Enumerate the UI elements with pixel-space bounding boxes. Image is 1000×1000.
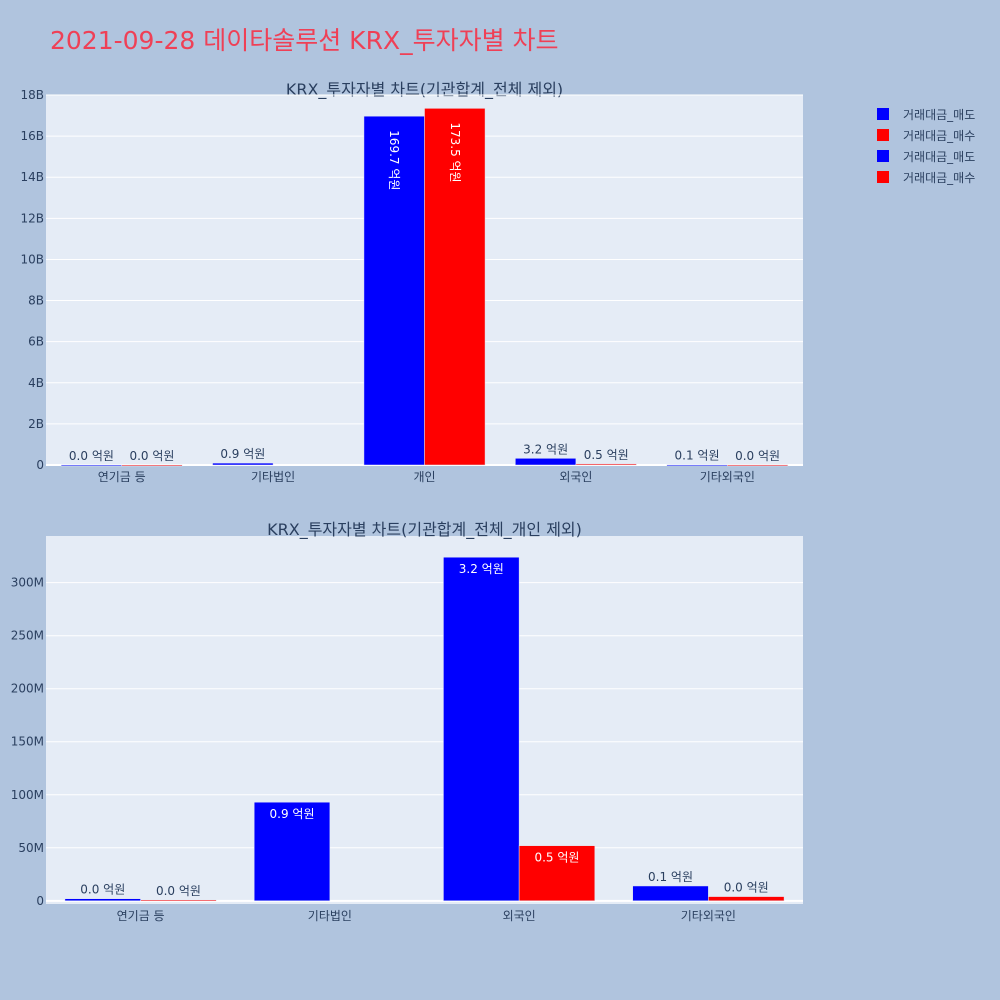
data-label: 0.0 억원 xyxy=(129,449,174,463)
x-tick-label: 기타외국인 xyxy=(681,909,736,923)
bar xyxy=(727,464,789,467)
data-label: 0.1 억원 xyxy=(675,449,720,463)
legend-swatch xyxy=(877,150,889,162)
bar xyxy=(708,896,785,902)
bar xyxy=(363,115,425,466)
data-label: 0.5 억원 xyxy=(584,448,629,462)
data-label: 0.5 억원 xyxy=(534,851,579,865)
data-label: 0.0 억원 xyxy=(735,449,780,463)
data-label: 169.7 억원 xyxy=(387,130,401,190)
y-tick-label: 12B xyxy=(20,211,44,225)
y-tick-label: 100M xyxy=(11,788,44,802)
legend-item-label: 거래대금_매수 xyxy=(903,171,975,185)
plot-area xyxy=(46,536,803,904)
x-tick-label: 기타법인 xyxy=(308,909,352,923)
x-tick-label: 연기금 등 xyxy=(117,909,165,923)
bar xyxy=(666,464,728,466)
bar xyxy=(515,458,577,466)
legend-item-label: 거래대금_매수 xyxy=(903,129,975,143)
chart-top: KRX_투자자별 차트(기관합계_전체 제외) 0 2B 4B 6B 8B 10B 12B 14… xyxy=(20,80,803,484)
legend-item-label: 거래대금_매도 xyxy=(903,108,975,122)
x-tick-label: 개인 xyxy=(413,470,435,484)
legend-swatch xyxy=(877,129,889,141)
y-tick-label: 0 xyxy=(36,894,44,908)
data-label: 0.0 억원 xyxy=(156,884,201,898)
chart-bottom: KRX_투자자별 차트(기관합계_전체_개인 제외) 0 50M 100M 150M 20… xyxy=(11,520,803,923)
bar xyxy=(212,462,274,466)
y-tick-label: 8B xyxy=(28,294,44,308)
y-tick-label: 6B xyxy=(28,335,44,349)
bar xyxy=(140,899,217,902)
bar xyxy=(632,885,709,902)
bar xyxy=(64,898,141,902)
chart-title: KRX_투자자별 차트(기관합계_전체_개인 제외) xyxy=(267,520,582,540)
y-tick-label: 4B xyxy=(28,376,44,390)
data-label: 0.0 억원 xyxy=(69,449,114,463)
bar xyxy=(60,464,122,467)
bar xyxy=(518,845,596,902)
y-tick-label: 150M xyxy=(11,735,44,749)
data-label: 0.9 억원 xyxy=(220,447,265,461)
data-label: 3.2 억원 xyxy=(459,562,504,576)
data-label: 0.9 억원 xyxy=(270,807,315,821)
bar xyxy=(121,464,183,467)
bar xyxy=(443,556,520,902)
data-label: 3.2 억원 xyxy=(523,442,568,456)
y-tick-label: 10B xyxy=(20,252,44,266)
data-label: 173.5 억원 xyxy=(448,122,462,182)
y-tick-label: 50M xyxy=(18,841,44,855)
bar xyxy=(253,801,331,902)
x-tick-label: 기타외국인 xyxy=(700,470,755,484)
legend-swatch xyxy=(877,108,889,120)
x-tick-label: 외국인 xyxy=(559,470,592,484)
y-tick-label: 200M xyxy=(11,682,44,696)
y-tick-label: 2B xyxy=(28,417,44,431)
data-label: 0.0 억원 xyxy=(80,883,125,897)
data-label: 0.0 억원 xyxy=(724,881,769,895)
data-label: 0.1 억원 xyxy=(648,870,693,884)
legend-item-label: 거래대금_매도 xyxy=(903,150,975,164)
x-tick-label: 기타법인 xyxy=(251,470,295,484)
y-tick-label: 0 xyxy=(36,458,44,472)
chart-title: KRX_투자자별 차트(기관합계_전체 제외) xyxy=(286,80,563,100)
y-tick-label: 300M xyxy=(11,576,44,590)
bar xyxy=(424,108,486,466)
page-title: 2021-09-28 데이타솔루션 KRX_투자자별 차트 xyxy=(50,26,559,55)
y-tick-label: 16B xyxy=(20,129,44,143)
legend-swatch xyxy=(877,171,889,183)
y-tick-label: 14B xyxy=(20,170,44,184)
bar xyxy=(575,463,637,466)
y-tick-label: 250M xyxy=(11,629,44,643)
x-tick-label: 외국인 xyxy=(503,909,536,923)
y-tick-label: 18B xyxy=(20,88,44,102)
x-tick-label: 연기금 등 xyxy=(98,470,146,484)
